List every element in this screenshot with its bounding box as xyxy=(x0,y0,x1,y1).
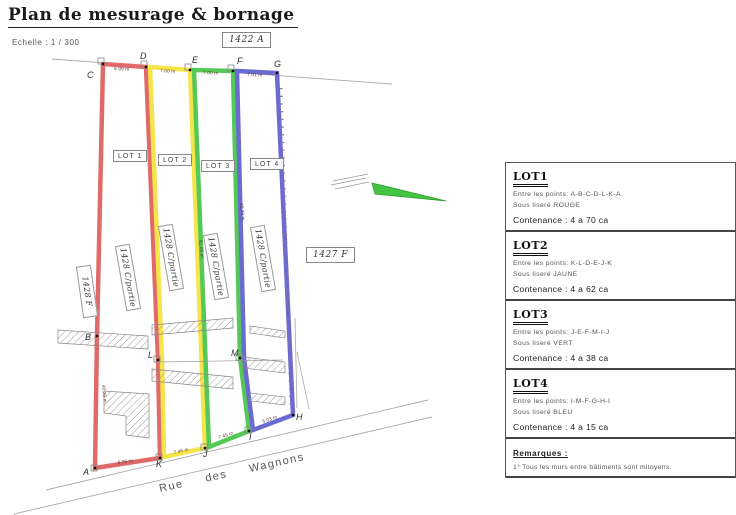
legend-lot1-contenance: Contenance : 4 a 70 ca xyxy=(513,215,609,226)
north-arrow-icon xyxy=(330,173,447,202)
dim-side-lot3: 41.65 m xyxy=(198,240,205,258)
legend-section-remarks: Remarques : 1° Tous les murs entre bâtim… xyxy=(506,439,735,479)
lot4-outline xyxy=(234,68,296,434)
building-hatch-band xyxy=(249,392,286,406)
street-lower-line xyxy=(13,416,433,515)
point-label-a: A xyxy=(82,467,89,477)
lot1-tag: LOT 1 xyxy=(113,150,148,162)
legend-section-lot1: LOT1 Entre les points: A-B-C-D-L-K-A Sou… xyxy=(506,163,735,233)
dim-top-lot2: 7.00 m xyxy=(160,68,175,74)
legend-lot4-contenance: Contenance : 4 a 15 ca xyxy=(513,422,609,433)
point-label-e: E xyxy=(192,55,199,65)
building-hatch-band xyxy=(242,356,286,374)
legend-lot2-lisere: Sous liseré JAUNE xyxy=(513,270,578,278)
legend-lot2-title: LOT2 xyxy=(513,239,549,257)
lot3-outline xyxy=(191,67,252,451)
point-label-l: L xyxy=(148,350,153,360)
parcel-box-1422a: 1422 A xyxy=(222,32,272,48)
dim-bottom-lot3: 7.45 m xyxy=(218,430,234,439)
legend-section-lot4: LOT4 Entre les points: I-M-F-G-H-I Sous … xyxy=(506,370,735,440)
dim-bottom-lot2: 7.45 m xyxy=(173,447,189,455)
building-hatch-band xyxy=(249,325,286,339)
lot3-tag: LOT 3 xyxy=(201,160,236,172)
building-hatch-lshape xyxy=(103,390,150,439)
legend-lot3-lisere: Sous liseré VERT xyxy=(513,339,573,347)
page-title: Plan de mesurage & bornage xyxy=(8,5,299,28)
legend-lot3-contenance: Contenance : 4 a 38 ca xyxy=(513,353,609,364)
east-parcel-diagonal xyxy=(296,351,310,410)
point-label-h: H xyxy=(296,412,303,422)
legend-lot3-title: LOT3 xyxy=(513,308,549,326)
point-label-g: G xyxy=(274,59,281,69)
dim-top-lot4: 7.01 m xyxy=(247,72,262,78)
legend-lot2-points: Entre les points: K-L-D-E-J-K xyxy=(513,260,613,268)
building-hatch-band xyxy=(57,329,149,350)
legend-lot2-contenance: Contenance : 4 a 62 ca xyxy=(513,284,609,295)
legend-lot4-points: Entre les points: I-M-F-G-H-I xyxy=(513,398,611,406)
legend-section-lot2: LOT2 Entre les points: K-L-D-E-J-K Sous … xyxy=(506,232,735,302)
street-upper-line xyxy=(45,399,429,491)
legend-lot1-title: LOT1 xyxy=(513,170,549,187)
parcel-box-1427f: 1427 F xyxy=(306,247,356,263)
point-label-j: J xyxy=(202,449,208,459)
point-label-i: I xyxy=(249,432,252,442)
legend-lot1-points: Entre les points: A-B-C-D-L-K-A xyxy=(513,191,621,198)
point-label-m: M xyxy=(231,348,239,358)
point-label-d: D xyxy=(140,51,147,61)
scale-label: Echelle : 1 / 300 xyxy=(12,38,80,47)
lot2-tag: LOT 2 xyxy=(158,154,193,166)
dim-top-lot3: 7.00 m xyxy=(203,70,218,76)
dim-side-lot4: 42.78 m xyxy=(239,203,246,221)
point-label-k: K xyxy=(156,459,163,469)
building-hatch-band xyxy=(151,368,234,390)
remarks-note: 1° Tous les murs entre bâtiments sont mi… xyxy=(513,464,672,472)
legend-section-lot3: LOT3 Entre les points: J-E-F-M-I-J Sous … xyxy=(506,301,735,371)
street-name-label: Rue des Wagnons xyxy=(158,451,306,495)
legend-lot3-points: Entre les points: J-E-F-M-I-J xyxy=(513,329,610,337)
dim-bottom-lot4: 5.03 m xyxy=(262,414,278,424)
dim-bottom-lot1: 8.05 m xyxy=(117,458,133,465)
corner-markers xyxy=(90,57,252,472)
dim-side-lot1: 40.26 m xyxy=(101,385,108,403)
remarks-title: Remarques : xyxy=(513,449,569,459)
point-label-f: F xyxy=(237,56,243,66)
east-parcel-line xyxy=(294,317,298,409)
point-label-c: C xyxy=(87,70,94,80)
point-dots xyxy=(93,62,295,470)
lot4-tag: LOT 4 xyxy=(250,158,285,170)
point-label-b: B xyxy=(85,332,91,342)
legend-panel: LOT1 Entre les points: A-B-C-D-L-K-A Sou… xyxy=(505,162,736,479)
legend-lot4-lisere: Sous liseré BLEU xyxy=(513,408,573,416)
legend-lot1-lisere: Sous liseré ROUGE xyxy=(513,201,581,209)
dim-top-lot1: 6.99 m xyxy=(114,66,129,72)
legend-lot4-title: LOT4 xyxy=(513,377,549,395)
building-hatch-band xyxy=(151,317,234,336)
